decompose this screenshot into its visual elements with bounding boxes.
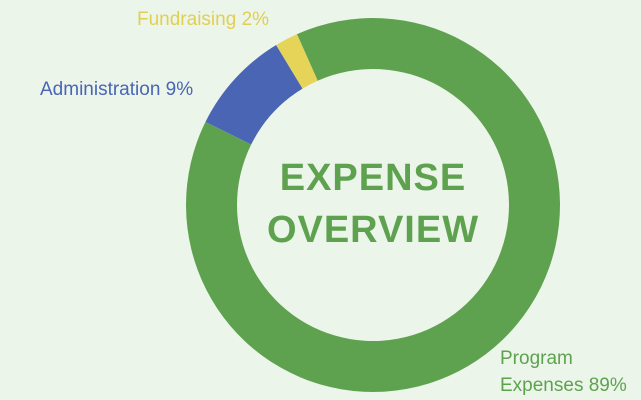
value-label: 9% — [165, 79, 194, 100]
donut-segment — [205, 45, 303, 145]
slice-label: Administration 9% — [40, 76, 240, 103]
category-name: Administration — [40, 79, 161, 100]
slice-label: Program Expenses 89% — [500, 345, 640, 399]
value-label: 89% — [588, 375, 627, 396]
category-name: Program Expenses — [500, 348, 584, 396]
donut-segment — [276, 34, 318, 89]
value-label: 2% — [241, 9, 270, 30]
chart-title: EXPENSE OVERVIEW — [266, 157, 480, 251]
slice-label: Fundraising 2% — [137, 6, 297, 33]
category-name: Fundraising — [137, 9, 237, 30]
